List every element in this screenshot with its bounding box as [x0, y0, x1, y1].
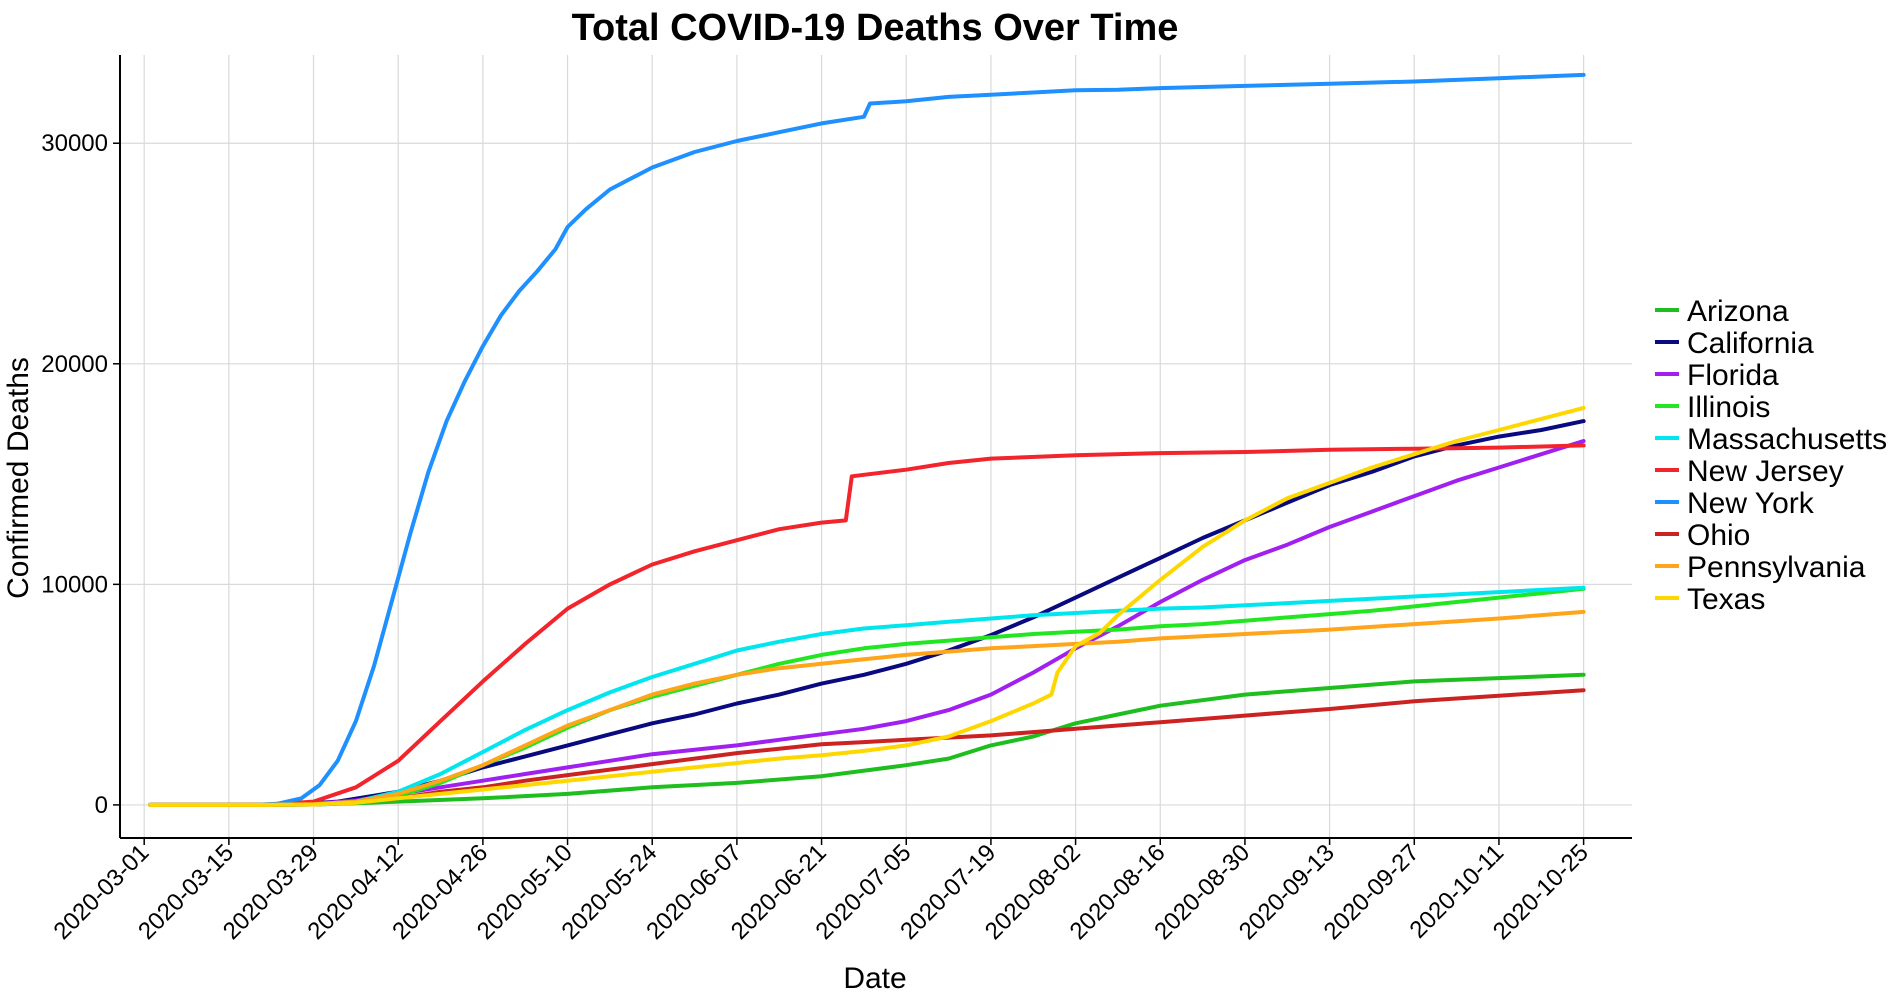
legend-label-florida: Florida [1687, 359, 1779, 392]
legend-label-new-jersey: New Jersey [1687, 455, 1844, 488]
series-line-florida [148, 439, 1586, 807]
legend-label-pennsylvania: Pennsylvania [1687, 551, 1866, 584]
y-tick-label: 0 [95, 792, 108, 819]
legend-label-texas: Texas [1687, 583, 1765, 616]
legend-label-california: California [1687, 327, 1814, 360]
series-layer [148, 72, 1586, 807]
y-axis-title: Confirmed Deaths [2, 357, 35, 599]
legend: ArizonaCaliforniaFloridaIllinoisMassachu… [1655, 295, 1887, 616]
axes: 01000020000300002020-03-012020-03-152020… [41, 55, 1632, 945]
x-axis-title: Date [843, 962, 906, 995]
y-tick-label: 30000 [41, 130, 108, 157]
legend-label-new-york: New York [1687, 487, 1815, 520]
series-line-new-york [148, 72, 1586, 807]
legend-label-ohio: Ohio [1687, 519, 1750, 552]
y-tick-label: 10000 [41, 571, 108, 598]
series-line-new-jersey [148, 443, 1586, 807]
legend-label-massachusetts: Massachusetts [1687, 423, 1887, 456]
y-tick-label: 20000 [41, 351, 108, 378]
series-line-texas [148, 405, 1586, 807]
legend-label-illinois: Illinois [1687, 391, 1770, 424]
legend-label-arizona: Arizona [1687, 295, 1789, 328]
grid [120, 55, 1632, 838]
series-line-pennsylvania [148, 609, 1586, 807]
series-line-ohio [148, 688, 1586, 807]
series-line-massachusetts [148, 585, 1586, 807]
chart-title: Total COVID-19 Deaths Over Time [572, 7, 1179, 49]
